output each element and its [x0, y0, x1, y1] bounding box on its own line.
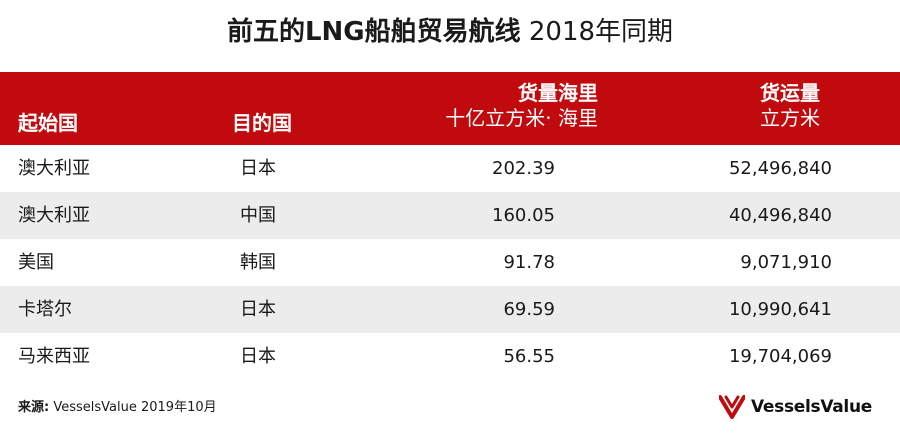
cell-cargo-volume: 40,496,840 — [728, 205, 832, 226]
table-header: 起始国 目的国 货量海里 十亿立方米· 海里 货运量 立方米 — [0, 72, 900, 145]
header-cargo-miles: 货量海里 十亿立方米· 海里 — [445, 81, 598, 131]
cell-origin: 卡塔尔 — [18, 299, 72, 320]
page-title: 前五的LNG船舶贸易航线 2018年同期 — [0, 14, 900, 50]
table-row: 美国 韩国 91.78 9,071,910 — [0, 239, 900, 286]
header-cargo-miles-unit: 十亿立方米· 海里 — [445, 106, 598, 130]
cell-cargo-volume: 9,071,910 — [740, 252, 832, 273]
vesselsvalue-logo: VesselsValue — [718, 393, 872, 421]
header-destination: 目的国 — [232, 111, 292, 135]
source-label: 来源: — [18, 400, 50, 415]
cell-destination: 中国 — [240, 205, 276, 226]
cell-origin: 澳大利亚 — [18, 205, 90, 226]
header-cargo-volume: 货运量 立方米 — [760, 81, 820, 131]
cell-cargo-miles: 56.55 — [503, 346, 555, 367]
cell-destination: 日本 — [240, 158, 276, 179]
cell-cargo-volume: 52,496,840 — [728, 158, 832, 179]
cell-cargo-volume: 19,704,069 — [728, 346, 832, 367]
logo-text: VesselsValue — [750, 397, 872, 417]
cell-origin: 澳大利亚 — [18, 158, 90, 179]
title-period: 2018年同期 — [528, 17, 674, 47]
cell-destination: 日本 — [240, 346, 276, 367]
trade-routes-table: 起始国 目的国 货量海里 十亿立方米· 海里 货运量 立方米 澳大利亚 日本 2… — [0, 72, 900, 380]
cell-destination: 日本 — [240, 299, 276, 320]
table-row: 澳大利亚 日本 202.39 52,496,840 — [0, 145, 900, 192]
cell-cargo-volume: 10,990,641 — [728, 299, 832, 320]
header-cargo-volume-label: 货运量 — [760, 81, 820, 105]
cell-cargo-miles: 69.59 — [503, 299, 555, 320]
title-main: 前五的LNG船舶贸易航线 — [226, 17, 521, 47]
source-note: 来源: VesselsValue 2019年10月 — [18, 398, 217, 418]
vesselsvalue-logo-icon — [718, 395, 745, 419]
table-row: 卡塔尔 日本 69.59 10,990,641 — [0, 286, 900, 333]
source-text: VesselsValue 2019年10月 — [53, 400, 217, 415]
cell-origin: 美国 — [18, 252, 54, 273]
header-origin: 起始国 — [18, 111, 78, 135]
header-cargo-volume-unit: 立方米 — [760, 106, 820, 130]
cell-cargo-miles: 160.05 — [492, 205, 555, 226]
cell-cargo-miles: 202.39 — [492, 158, 555, 179]
header-cargo-miles-label: 货量海里 — [518, 81, 598, 105]
table-row: 澳大利亚 中国 160.05 40,496,840 — [0, 192, 900, 239]
cell-destination: 韩国 — [240, 252, 276, 273]
cell-origin: 马来西亚 — [18, 346, 90, 367]
table-row: 马来西亚 日本 56.55 19,704,069 — [0, 333, 900, 380]
cell-cargo-miles: 91.78 — [503, 252, 555, 273]
